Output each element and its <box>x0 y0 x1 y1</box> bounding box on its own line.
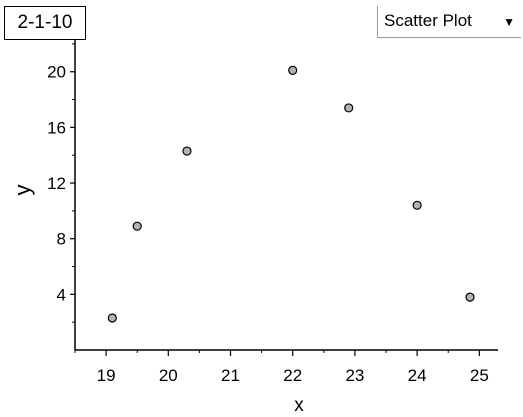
x-tick-label: 20 <box>159 366 178 385</box>
x-tick-label: 22 <box>283 366 302 385</box>
tab-label[interactable]: 2-1-10 <box>4 6 86 40</box>
data-point <box>344 103 354 113</box>
x-tick-label: 23 <box>345 366 364 385</box>
x-tick-label: 19 <box>97 366 116 385</box>
data-point <box>288 65 298 75</box>
data-point <box>132 221 142 231</box>
y-tick-label: 16 <box>47 118 66 137</box>
plot-type-value: Scatter Plot <box>384 11 472 30</box>
y-tick-label: 4 <box>57 285 66 304</box>
plot-type-dropdown[interactable]: Scatter Plot ▼ <box>377 6 521 38</box>
chevron-down-icon: ▼ <box>503 15 515 29</box>
y-tick-label: 8 <box>57 230 66 249</box>
data-point <box>465 292 475 302</box>
data-points <box>107 65 475 323</box>
axes <box>74 30 498 351</box>
y-tick-label: 20 <box>47 63 66 82</box>
tick-labels: 19 20 21 22 23 24 25 4 8 12 16 20 <box>47 63 489 385</box>
y-tick-label: 12 <box>47 174 66 193</box>
x-tick-label: 24 <box>408 366 427 385</box>
tick-marks <box>70 43 480 356</box>
x-tick-label: 21 <box>221 366 240 385</box>
data-point <box>182 146 192 156</box>
x-tick-label: 25 <box>470 366 489 385</box>
y-axis-label: y <box>10 185 35 196</box>
data-point <box>412 200 422 210</box>
x-axis-label: x <box>294 395 304 416</box>
data-point <box>107 313 117 323</box>
